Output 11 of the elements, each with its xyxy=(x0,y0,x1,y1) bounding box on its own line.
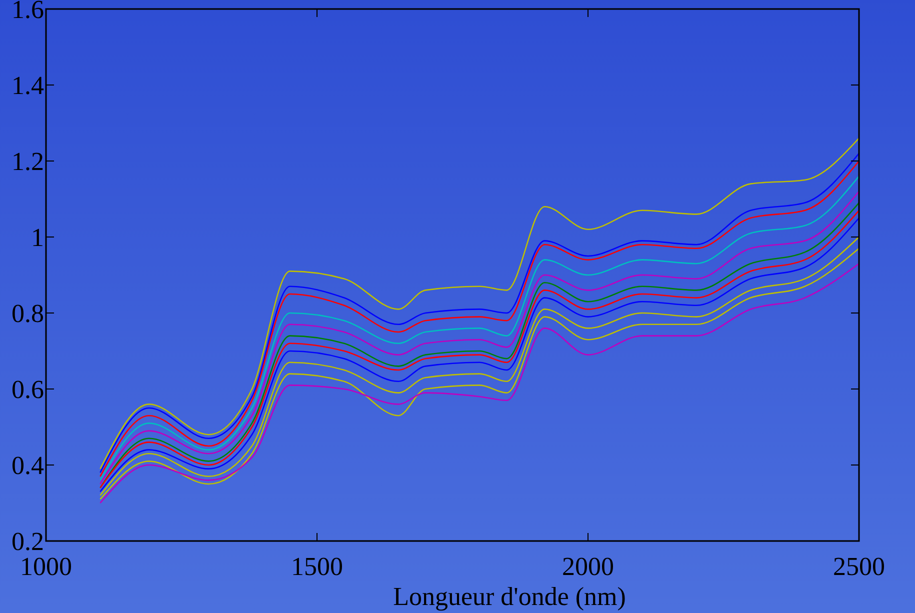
y-tick-label: 1.2 xyxy=(12,147,44,176)
y-tick-label: 0.4 xyxy=(12,451,44,480)
y-tick-label: 0.6 xyxy=(12,375,44,404)
y-tick-label: 1 xyxy=(31,223,44,252)
y-tick-label: 0.8 xyxy=(12,299,44,328)
x-tick-label: 1500 xyxy=(291,552,343,581)
x-axis-title: Longueur d'onde (nm) xyxy=(393,582,626,611)
y-tick-label: 1.4 xyxy=(12,71,44,100)
x-tick-label: 2000 xyxy=(562,552,614,581)
x-tick-label: 2500 xyxy=(833,552,885,581)
y-tick-label: 1.6 xyxy=(12,0,44,24)
